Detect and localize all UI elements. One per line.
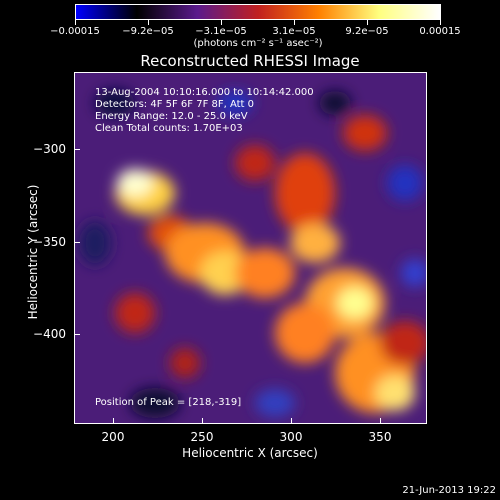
info-energy-range: Energy Range: 12.0 - 25.0 keV bbox=[95, 111, 248, 122]
emission-blob bbox=[170, 348, 200, 378]
emission-blob bbox=[255, 389, 295, 417]
colorbar-tick-label: 3.1e−05 bbox=[272, 26, 316, 37]
y-tick bbox=[74, 242, 80, 243]
info-clean-counts: Clean Total counts: 1.70E+03 bbox=[95, 123, 243, 134]
colorbar-tick-label: 0.00015 bbox=[419, 26, 461, 37]
emission-blob bbox=[235, 145, 275, 181]
emission-blob bbox=[275, 303, 335, 363]
colorbar-tick bbox=[75, 20, 76, 25]
emission-blob bbox=[95, 89, 135, 117]
colorbar bbox=[75, 4, 441, 20]
colorbar-tick bbox=[367, 20, 368, 25]
emission-blob bbox=[290, 223, 340, 263]
emission-blob bbox=[319, 91, 351, 115]
emission-blob bbox=[217, 91, 253, 115]
emission-blob bbox=[130, 388, 180, 418]
y-tick-label: −300 bbox=[33, 142, 66, 156]
emission-blob bbox=[387, 165, 423, 201]
colorbar-tick-label: −0.00015 bbox=[50, 26, 100, 37]
emission-blob bbox=[115, 293, 155, 333]
x-tick-label: 350 bbox=[368, 430, 392, 444]
emission-blob bbox=[79, 221, 111, 265]
emission-blob bbox=[275, 153, 335, 233]
x-tick bbox=[291, 418, 292, 424]
y-tick-label: −350 bbox=[33, 235, 66, 249]
emission-blob bbox=[401, 259, 426, 287]
colorbar-tick-label: −9.2e−05 bbox=[122, 26, 174, 37]
x-tick-label: 300 bbox=[279, 430, 303, 444]
emission-blob bbox=[200, 251, 250, 295]
x-tick bbox=[380, 418, 381, 424]
reconstructed-map bbox=[75, 73, 426, 423]
emission-blob bbox=[117, 169, 153, 197]
x-tick bbox=[202, 418, 203, 424]
peak-position: Position of Peak = [218,-319] bbox=[95, 397, 242, 408]
y-tick bbox=[74, 149, 80, 150]
colorbar-tick-label: −3.1e−05 bbox=[195, 26, 247, 37]
y-tick-label: −400 bbox=[33, 327, 66, 341]
emission-blob bbox=[375, 375, 415, 411]
emission-blob bbox=[235, 248, 295, 298]
x-tick-label: 200 bbox=[101, 430, 125, 444]
x-axis-label: Heliocentric X (arcsec) bbox=[182, 446, 318, 460]
image-plot[interactable]: 13-Aug-2004 10:10:16.000 to 10:14:42.000… bbox=[74, 72, 427, 424]
x-tick-label: 250 bbox=[190, 430, 214, 444]
timestamp: 21-Jun-2013 19:22 bbox=[402, 485, 496, 496]
emission-blob bbox=[337, 287, 373, 319]
x-tick bbox=[113, 418, 114, 424]
y-axis-label: Heliocentric Y (arcsec) bbox=[26, 184, 40, 320]
emission-blob bbox=[380, 321, 426, 365]
colorbar-units: (photons cm⁻² s⁻¹ asec⁻²) bbox=[193, 38, 323, 49]
emission-blob bbox=[343, 115, 387, 151]
colorbar-tick-label: 9.2e−05 bbox=[345, 26, 389, 37]
plot-title: Reconstructed RHESSI Image bbox=[140, 52, 360, 70]
info-detectors: Detectors: 4F 5F 6F 7F 8F, Att 0 bbox=[95, 99, 255, 110]
colorbar-tick bbox=[221, 20, 222, 25]
colorbar-tick bbox=[294, 20, 295, 25]
info-time-range: 13-Aug-2004 10:10:16.000 to 10:14:42.000 bbox=[95, 87, 314, 98]
colorbar-tick bbox=[440, 20, 441, 25]
y-tick bbox=[74, 334, 80, 335]
colorbar-tick bbox=[148, 20, 149, 25]
